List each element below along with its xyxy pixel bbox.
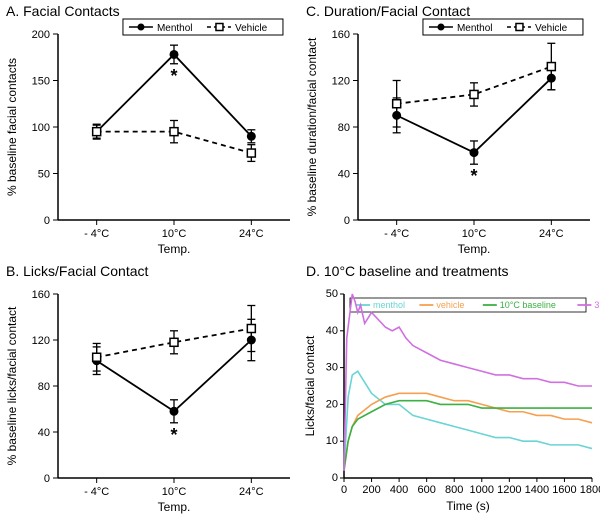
svg-text:10°C baseline: 10°C baseline [500, 300, 556, 310]
svg-text:1800: 1800 [580, 484, 600, 496]
svg-text:600: 600 [417, 484, 435, 496]
svg-text:Temp.: Temp. [158, 242, 191, 256]
svg-text:80: 80 [338, 122, 350, 134]
svg-text:10°C: 10°C [462, 228, 487, 240]
series-menthol [344, 371, 592, 470]
svg-text:Menthol: Menthol [157, 23, 193, 34]
svg-text:Vehicle: Vehicle [235, 23, 268, 34]
svg-text:10°C: 10°C [162, 228, 187, 240]
svg-text:Temp.: Temp. [158, 500, 191, 514]
svg-text:Temp.: Temp. [458, 242, 491, 256]
svg-text:160: 160 [32, 289, 50, 301]
svg-text:50: 50 [326, 288, 338, 300]
svg-text:% baseline licks/facial contac: % baseline licks/facial contact [5, 306, 19, 465]
svg-text:120: 120 [332, 76, 350, 88]
svg-text:% baseline duration/facial con: % baseline duration/facial contact [305, 37, 319, 216]
svg-text:50: 50 [38, 169, 50, 181]
svg-text:0: 0 [344, 215, 350, 227]
svg-text:menthol: menthol [373, 300, 405, 310]
svg-text:800: 800 [445, 484, 463, 496]
svg-text:Time (s): Time (s) [446, 499, 490, 513]
svg-text:160: 160 [332, 29, 350, 41]
svg-text:37°C baseline: 37°C baseline [594, 300, 600, 310]
svg-text:24°C: 24°C [239, 486, 264, 498]
svg-text:200: 200 [362, 484, 380, 496]
svg-text:80: 80 [38, 381, 50, 393]
svg-text:- 4°C: - 4°C [84, 228, 109, 240]
svg-text:30: 30 [326, 362, 338, 374]
svg-text:40: 40 [326, 325, 338, 337]
svg-text:*: * [470, 166, 477, 186]
panel-B: B. Licks/Facial Contact 0 40 80 120 160 - 4°C 1… [0, 260, 300, 518]
svg-text:40: 40 [38, 427, 50, 439]
panel-title: D. 10°C baseline and treatments [306, 263, 509, 279]
svg-text:120: 120 [32, 335, 50, 347]
svg-text:Menthol: Menthol [457, 23, 493, 34]
svg-text:*: * [170, 425, 177, 445]
panel-title: B. Licks/Facial Contact [6, 263, 148, 279]
panel-A: A. Facial Contacts 0 50 100 150 200 - 4°C 10°C 2… [0, 0, 300, 260]
svg-text:Vehicle: Vehicle [535, 23, 568, 34]
svg-text:100: 100 [32, 122, 50, 134]
svg-text:150: 150 [32, 76, 50, 88]
panel-D: D. 10°C baseline and treatments 0 10 20 30 40… [300, 260, 600, 518]
svg-text:1600: 1600 [552, 484, 576, 496]
svg-text:% baseline facial contacts: % baseline facial contacts [5, 58, 19, 196]
svg-text:24°C: 24°C [239, 228, 264, 240]
svg-text:1400: 1400 [525, 484, 549, 496]
svg-text:10°C: 10°C [162, 486, 187, 498]
panel-C: C. Duration/Facial Contact 0 40 80 120 160 - 4… [300, 0, 600, 260]
panel-title: C. Duration/Facial Contact [306, 3, 470, 19]
panel-title: A. Facial Contacts [6, 3, 120, 19]
svg-text:24°C: 24°C [539, 228, 564, 240]
series-10°C baseline [344, 401, 592, 471]
svg-text:20: 20 [326, 398, 338, 410]
svg-text:40: 40 [338, 169, 350, 181]
svg-text:1000: 1000 [470, 484, 494, 496]
svg-text:vehicle: vehicle [436, 300, 464, 310]
svg-text:0: 0 [332, 472, 338, 484]
svg-text:1200: 1200 [497, 484, 521, 496]
svg-text:- 4°C: - 4°C [84, 486, 109, 498]
svg-text:200: 200 [32, 29, 50, 41]
svg-text:Licks/facial contact: Licks/facial contact [303, 335, 317, 436]
svg-text:*: * [170, 66, 177, 86]
svg-text:0: 0 [44, 215, 50, 227]
svg-text:0: 0 [44, 473, 50, 485]
svg-text:0: 0 [341, 484, 347, 496]
svg-text:10: 10 [326, 435, 338, 447]
svg-text:- 4°C: - 4°C [384, 228, 409, 240]
svg-text:400: 400 [390, 484, 408, 496]
